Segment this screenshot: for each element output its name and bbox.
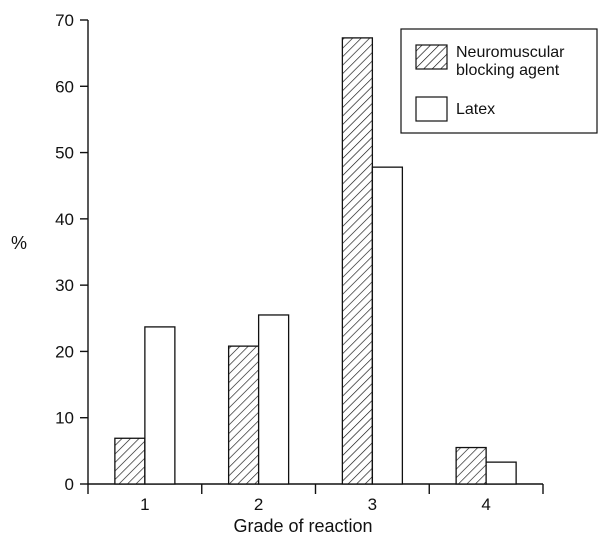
- x-tick-label: 4: [481, 495, 490, 514]
- x-tick-label: 3: [368, 495, 377, 514]
- y-axis-title: %: [11, 233, 27, 253]
- legend-swatch-neuromuscular: [415, 44, 448, 70]
- bars: [114, 37, 517, 485]
- y-tick-label: 40: [55, 210, 74, 229]
- x-tick-label: 1: [140, 495, 149, 514]
- y-tick-label: 10: [55, 409, 74, 428]
- bar-neuromuscular: [227, 345, 260, 485]
- bar-neuromuscular: [341, 37, 374, 485]
- legend-label-neuromuscular-line1: Neuromuscular: [456, 44, 565, 61]
- y-tick-label: 0: [65, 475, 74, 494]
- bar-latex: [144, 326, 176, 485]
- bar-neuromuscular: [455, 446, 487, 485]
- legend-label-neuromuscular-line2: blocking agent: [456, 62, 560, 79]
- bar-latex: [485, 461, 517, 485]
- x-ticks: 1 2 3 4: [87, 484, 544, 514]
- y-ticks: 0 10 20 30 40 50 60 70: [55, 11, 88, 494]
- y-tick-label: 70: [55, 11, 74, 30]
- legend: Neuromuscular blocking agent Latex: [400, 28, 598, 134]
- legend-label-latex: Latex: [456, 101, 495, 118]
- bar-latex: [257, 314, 290, 485]
- y-tick-label: 50: [55, 144, 74, 163]
- legend-swatch-latex: [415, 96, 448, 122]
- x-axis-title: Grade of reaction: [233, 516, 372, 536]
- y-tick-label: 60: [55, 77, 74, 96]
- bar-neuromuscular: [114, 437, 146, 485]
- y-tick-label: 30: [55, 276, 74, 295]
- x-tick-label: 2: [254, 495, 263, 514]
- y-tick-label: 20: [55, 342, 74, 361]
- bar-latex: [371, 166, 404, 485]
